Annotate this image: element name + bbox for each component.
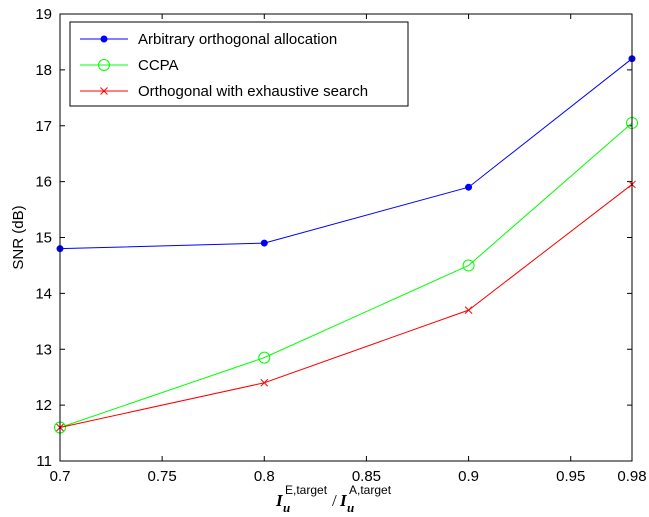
data-point-circle [258, 351, 271, 364]
x-label-denominator-symbol: I [339, 491, 348, 510]
legend: Arbitrary orthogonal allocation CCPA Ortho… [69, 21, 409, 107]
y-tick-label: 11 [36, 453, 52, 470]
data-point-dot [100, 35, 108, 43]
y-tick-label: 13 [35, 341, 52, 358]
series-line [59, 184, 633, 428]
x-label-slash: / [332, 491, 337, 510]
series-line [59, 122, 633, 428]
x-tick-label: 0.85 [352, 468, 381, 485]
cross-stroke [260, 378, 269, 387]
x-label-numerator-superscript: E,target [285, 483, 328, 497]
data-point-cross [100, 87, 108, 95]
legend-entry: Arbitrary orthogonal allocation [80, 31, 337, 48]
data-point-cross [260, 378, 269, 387]
legend-entry: CCPA [80, 57, 179, 74]
cross-stroke [464, 306, 473, 314]
legend-entry: Orthogonal with exhaustive search [80, 83, 368, 100]
y-tick-label: 14 [35, 285, 52, 302]
x-tick-label: 0.98 [617, 468, 646, 485]
x-axis-label: I u E,target / I u A,target [275, 483, 392, 515]
legend-box [69, 21, 409, 107]
cross-stroke [100, 87, 108, 95]
x-label-denominator-superscript: A,target [349, 483, 392, 497]
legend-label: Arbitrary orthogonal allocation [138, 31, 337, 48]
data-point-circle [462, 259, 475, 272]
x-tick-label: 0.7 [50, 468, 71, 485]
data-point-dot [260, 239, 268, 247]
data-point-cross [464, 306, 473, 314]
legend-label: CCPA [138, 57, 179, 74]
x-tick-label: 0.75 [148, 468, 177, 485]
y-tick-label: 16 [35, 174, 52, 191]
y-tick-label: 15 [35, 230, 52, 247]
axes-box [59, 13, 633, 462]
x-label-denominator-subscript: u [347, 500, 354, 515]
data-point-dot [465, 183, 473, 191]
y-tick-label: 12 [35, 397, 52, 414]
data-point-circle [98, 59, 110, 71]
axis-ticks: 0.7 0.75 0.8 0.85 0.9 0.95 0.98 11 12 13 14 15 16 17 1… [35, 6, 646, 485]
y-axis-label-group: SNR (dB) [10, 205, 27, 269]
y-tick-label: 17 [35, 118, 52, 135]
series-line [59, 58, 633, 250]
x-label-numerator-symbol: I [275, 491, 284, 510]
x-label-numerator-subscript: u [283, 500, 290, 515]
x-tick-label: 0.9 [458, 468, 479, 485]
x-tick-label: 0.95 [556, 468, 585, 485]
x-tick-label: 0.8 [254, 468, 275, 485]
y-tick-label: 18 [35, 62, 52, 79]
legend-label: Orthogonal with exhaustive search [138, 83, 368, 100]
y-tick-label: 19 [35, 6, 52, 23]
y-axis-label: SNR (dB) [10, 205, 27, 269]
